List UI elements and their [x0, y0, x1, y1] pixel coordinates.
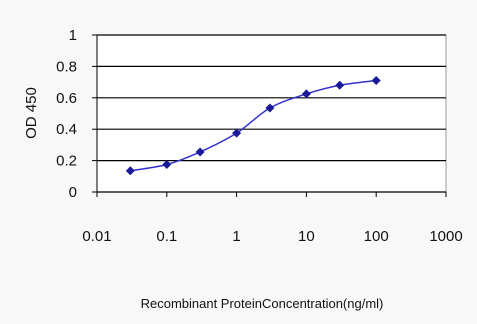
gridlines: [97, 34, 446, 162]
x-axis: 0.01 0.1 1 10 100 1000: [82, 191, 463, 245]
data-point: [162, 160, 172, 170]
y-tick-label: 0.4: [56, 121, 77, 138]
plot-area: [96, 34, 447, 193]
data-point: [125, 166, 135, 176]
x-tick-label: 0.1: [156, 228, 177, 245]
data-point: [232, 128, 242, 138]
data-point: [195, 147, 205, 157]
data-point: [265, 103, 275, 113]
y-axis: 0 0.2 0.4 0.6 0.8 1: [56, 27, 98, 201]
x-tick-label: 100: [364, 228, 389, 245]
data-point: [301, 89, 311, 99]
data-point: [371, 76, 381, 86]
y-tick-label: 0.2: [56, 153, 77, 170]
y-axis-label: OD 450: [23, 87, 40, 139]
y-tick-label: 0: [69, 184, 77, 201]
x-tick-label: 0.01: [82, 228, 111, 245]
y-tick-label: 1: [69, 27, 77, 44]
series-layer: [125, 76, 381, 176]
x-axis-label: Recombinant ProteinConcentration(ng/ml): [141, 296, 384, 311]
y-tick-label: 0.6: [56, 90, 77, 107]
x-tick-label: 1: [232, 228, 240, 245]
data-point: [335, 80, 345, 90]
y-tick-label: 0.8: [56, 58, 77, 75]
x-tick-label: 10: [298, 228, 315, 245]
x-tick-label: 1000: [429, 228, 462, 245]
